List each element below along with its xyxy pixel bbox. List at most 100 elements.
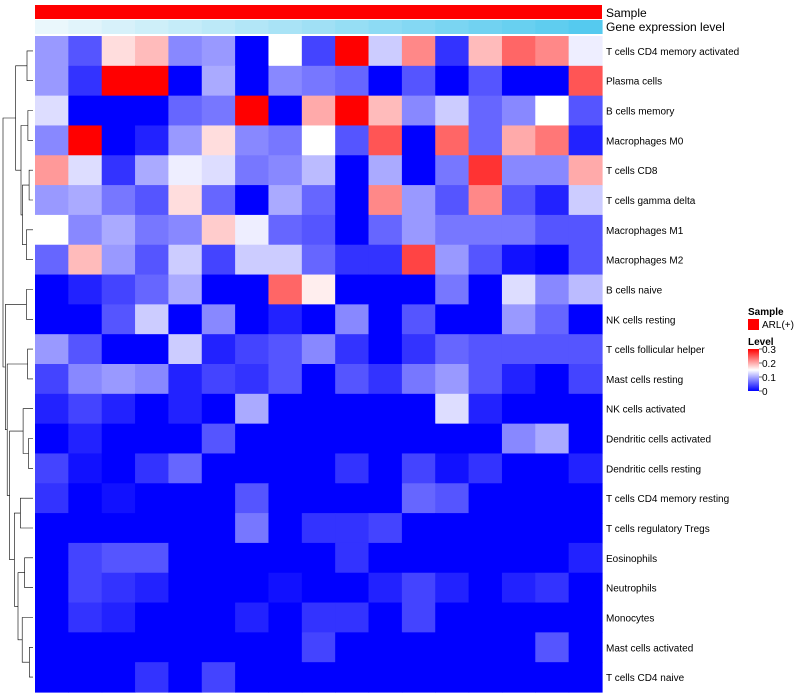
heatmap-cell [268, 364, 303, 395]
heatmap-cell [201, 185, 236, 216]
heatmap-cell [235, 572, 270, 604]
heatmap-cell [101, 453, 136, 484]
heatmap-cell [335, 334, 370, 365]
heatmap-cell [235, 602, 270, 633]
heatmap-cell [468, 244, 503, 276]
annotation-tracks [35, 5, 603, 34]
heatmap-cell [68, 602, 103, 633]
heatmap-cell [168, 95, 203, 127]
heatmap-cell [501, 602, 536, 633]
row-label: Mast cells resting [606, 375, 683, 386]
heatmap-cell [435, 65, 470, 97]
heatmap-cell [335, 364, 370, 395]
heatmap-cell [101, 632, 136, 663]
heatmap-cell [335, 244, 370, 276]
heatmap-cell [201, 214, 236, 246]
heatmap-cell [135, 214, 170, 246]
heatmap-cell [68, 65, 103, 97]
heatmap-cell [435, 364, 470, 395]
heatmap-cell [68, 334, 103, 365]
heatmap-cell [268, 513, 303, 544]
heatmap-cell [435, 334, 470, 365]
dendrogram-branch [20, 497, 33, 529]
heatmap-cell [68, 36, 103, 67]
row-label: B cells naive [606, 286, 663, 297]
heatmap-cell [435, 155, 470, 186]
heatmap-cell [368, 662, 403, 693]
legend: Sample ARL(+) Level 0.3 0.2 0.1 0 [748, 307, 794, 398]
heatmap-cell [501, 572, 536, 604]
heatmap-cell [201, 36, 236, 67]
heatmap-cell [401, 662, 436, 693]
heatmap-cell [135, 572, 170, 604]
heatmap-cell [168, 632, 203, 663]
heatmap-cell [335, 513, 370, 544]
heatmap-cell [101, 185, 136, 216]
dendrogram-branch [20, 125, 28, 216]
heatmap-cell [135, 334, 170, 365]
heatmap-cell [468, 155, 503, 186]
heatmap-cell [268, 602, 303, 633]
heatmap-cell [501, 334, 536, 365]
heatmap-cell [135, 95, 170, 127]
heatmap-cell [35, 393, 69, 425]
heatmap-cell [268, 274, 303, 305]
heatmap-cell [401, 36, 436, 67]
heatmap-cell [368, 155, 403, 186]
heatmap-cell [235, 632, 270, 663]
heatmap-cell [435, 453, 470, 484]
heatmap-cell [468, 334, 503, 365]
heatmap-cell [535, 155, 570, 186]
row-label: T cells gamma delta [606, 196, 696, 207]
heatmap-cell [501, 304, 536, 335]
heatmap-cell [68, 423, 103, 455]
heatmap-cell [101, 274, 136, 305]
heatmap-cell [368, 274, 403, 305]
heatmap-cell [401, 453, 436, 484]
heatmap-cell [35, 304, 69, 335]
heatmap-cell [101, 155, 136, 186]
heatmap-cell [368, 304, 403, 335]
heatmap-cell [201, 304, 236, 335]
heatmap-cell [468, 423, 503, 455]
heatmap-cell [335, 483, 370, 514]
heatmap-cell [568, 274, 603, 305]
row-label: NK cells resting [606, 315, 675, 326]
heatmap-cell [68, 274, 103, 305]
heatmap-cell [468, 125, 503, 156]
heatmap-cell [401, 423, 436, 455]
heatmap-cell [101, 662, 136, 693]
heatmap-cell [135, 542, 170, 574]
expression-track-cell [568, 20, 603, 34]
heatmap-cell [235, 304, 270, 335]
heatmap-cell [268, 393, 303, 425]
heatmap-cell [268, 632, 303, 663]
heatmap-cell [68, 542, 103, 574]
row-label: Mast cells activated [606, 643, 693, 654]
heatmap-cell [268, 662, 303, 693]
heatmap-cell [301, 632, 336, 663]
heatmap-cell [301, 542, 336, 574]
heatmap-cell [168, 393, 203, 425]
heatmap-cell [468, 65, 503, 97]
heatmap-cell [301, 214, 336, 246]
heatmap-cell [135, 483, 170, 514]
heatmap-cell [368, 513, 403, 544]
heatmap-cell [435, 602, 470, 633]
heatmap-cell [68, 393, 103, 425]
heatmap-cell [401, 244, 436, 276]
heatmap-cell [68, 185, 103, 216]
row-label: T cells CD4 memory resting [606, 494, 729, 505]
heatmap-cell [401, 632, 436, 663]
heatmap-cell [201, 244, 236, 276]
heatmap-cell [501, 125, 536, 156]
dendrogram-branch [22, 408, 33, 454]
heatmap-cell [468, 214, 503, 246]
legend-tick-label: 0.1 [762, 373, 776, 384]
heatmap-cell [235, 155, 270, 186]
heatmap-cell [101, 542, 136, 574]
heatmap-cell [301, 125, 336, 156]
dendrogram-branch [26, 229, 33, 260]
dendrogram-branch [14, 512, 21, 607]
heatmap-cell [335, 125, 370, 156]
